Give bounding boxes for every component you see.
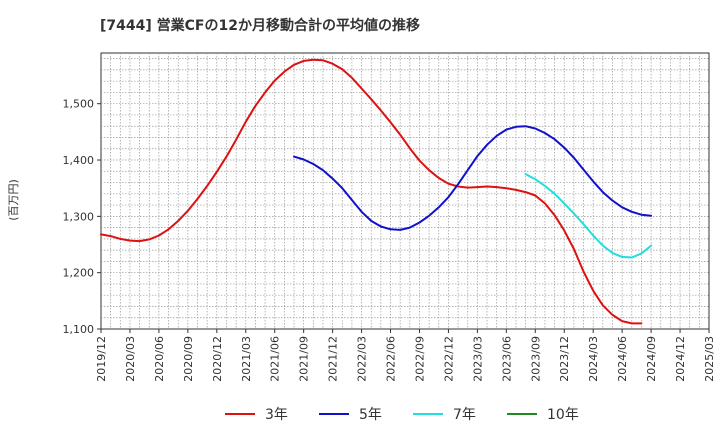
x-tick-label: 2020/09	[182, 336, 195, 382]
y-tick-label: 1,400	[63, 154, 95, 167]
y-axis-label: (百万円)	[7, 179, 20, 221]
x-tick-label: 2023/09	[529, 336, 542, 382]
grid-lines	[100, 52, 710, 330]
x-tick-label: 2023/06	[500, 336, 513, 382]
x-tick-label: 2020/06	[153, 336, 166, 382]
x-tick-label: 2022/06	[385, 336, 398, 382]
x-tick-label: 2021/06	[269, 336, 282, 382]
x-tick-label: 2019/12	[95, 336, 108, 382]
x-tick-label: 2023/03	[471, 336, 484, 382]
x-tick-label: 2024/09	[645, 336, 658, 382]
x-tick-label: 2023/12	[558, 336, 571, 382]
legend: 3年 5年 7年 10年	[225, 407, 579, 423]
series-line-3	[524, 173, 653, 259]
x-tick-label: 2020/12	[211, 336, 224, 382]
legend-label-2: 5年	[359, 407, 382, 423]
x-tick-label: 2025/03	[703, 336, 716, 382]
x-tick-label: 2022/03	[356, 336, 369, 382]
x-tick-label: 2024/06	[616, 336, 629, 382]
x-tick-label: 2024/03	[587, 336, 600, 382]
y-tick-label: 1,200	[63, 267, 95, 280]
x-tick-label: 2021/09	[298, 336, 311, 382]
axes: 1,100 1,200 1,300 1,400 1,500 2019/12 2020/03 2…	[63, 98, 717, 382]
x-tick-label: 2021/12	[327, 336, 340, 382]
y-tick-label: 1,300	[63, 210, 95, 223]
legend-label-4: 10年	[547, 407, 579, 423]
y-tick-label: 1,100	[63, 323, 95, 336]
x-tick-label: 2024/12	[674, 336, 687, 382]
series-lines	[100, 58, 653, 325]
x-tick-label: 2022/12	[442, 336, 455, 382]
series-line-1	[100, 58, 643, 325]
series-line-2	[293, 125, 653, 231]
legend-label-1: 3年	[265, 407, 288, 423]
plot-area	[100, 52, 710, 330]
legend-label-3: 7年	[453, 407, 476, 423]
x-tick-label: 2022/09	[413, 336, 426, 382]
y-tick-label: 1,500	[63, 98, 95, 111]
x-tick-label: 2020/03	[124, 336, 137, 382]
x-tick-label: 2021/03	[240, 336, 253, 382]
chart-title: [7444] 営業CFの12か月移動合計の平均値の推移	[100, 17, 420, 34]
